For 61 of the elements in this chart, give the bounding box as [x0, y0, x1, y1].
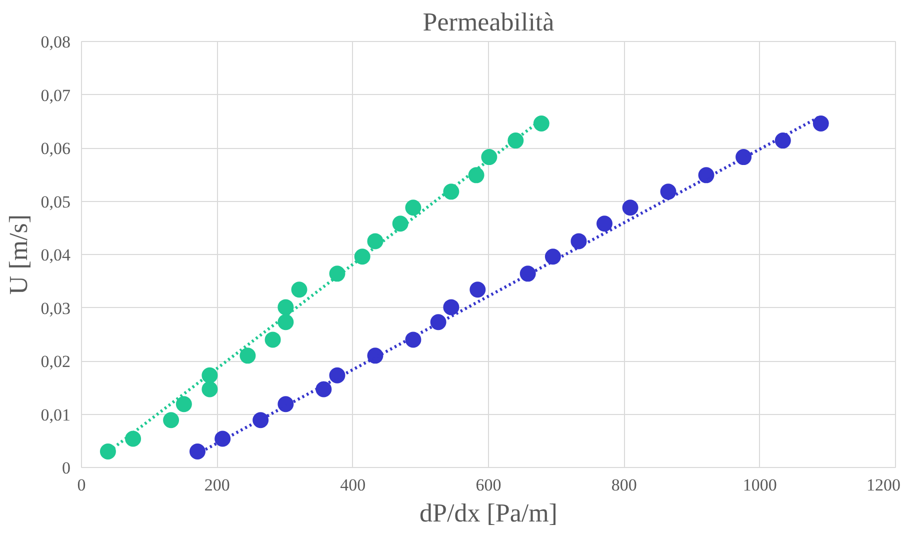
point: [596, 216, 612, 232]
y-tick-label: 0,03: [40, 298, 70, 318]
point: [443, 299, 460, 316]
x-tick-label: 1000: [742, 476, 777, 494]
point: [252, 412, 269, 428]
y-axis-title: U [m/s]: [4, 214, 33, 295]
chart-title: Permeabilità: [422, 8, 555, 36]
point: [278, 299, 294, 316]
point: [125, 430, 142, 447]
y-tick-label: 0,05: [40, 192, 70, 212]
point: [176, 396, 192, 412]
y-tick-label: 0,06: [40, 139, 70, 158]
point: [189, 444, 206, 460]
x-axis-title: dP/dx [Pa/m]: [420, 498, 558, 528]
point: [736, 149, 752, 166]
point: [291, 282, 308, 298]
x-tick-label: 200: [204, 476, 230, 494]
point: [163, 412, 180, 428]
point: [405, 332, 422, 348]
point: [774, 132, 791, 149]
point: [316, 381, 332, 398]
y-tick-label: 0,04: [40, 246, 71, 264]
x-tick-label: 0: [77, 476, 86, 494]
y-tick-label: 0,02: [40, 352, 70, 371]
point: [392, 216, 408, 232]
point: [481, 149, 498, 166]
point: [405, 200, 422, 216]
point: [367, 233, 384, 250]
point: [329, 367, 346, 384]
point: [520, 266, 536, 282]
point: [214, 430, 231, 447]
point: [470, 282, 486, 298]
x-tick-label: 600: [476, 476, 502, 494]
point: [202, 381, 218, 398]
point: [698, 167, 714, 184]
point: [100, 444, 116, 460]
point: [533, 116, 550, 132]
point: [264, 332, 281, 348]
point: [570, 233, 587, 250]
x-tick-label: 1200: [866, 476, 900, 494]
point: [354, 248, 370, 265]
y-tick-label: 0,07: [40, 86, 71, 105]
x-tick-label: 400: [340, 476, 366, 494]
point: [812, 116, 829, 132]
point: [443, 184, 460, 200]
point: [278, 396, 294, 412]
point: [430, 314, 446, 330]
point: [468, 167, 484, 184]
point: [278, 314, 294, 330]
y-tick-label: 0,01: [40, 405, 70, 424]
point: [622, 200, 638, 216]
point: [202, 367, 218, 384]
point: [240, 348, 256, 364]
x-tick-label: 800: [611, 476, 637, 494]
point: [544, 248, 561, 265]
point: [660, 184, 676, 200]
point: [508, 132, 524, 149]
point: [329, 266, 346, 282]
y-tick-label: 0,08: [40, 32, 70, 52]
point: [367, 348, 384, 364]
y-tick-label: 0: [62, 458, 70, 478]
